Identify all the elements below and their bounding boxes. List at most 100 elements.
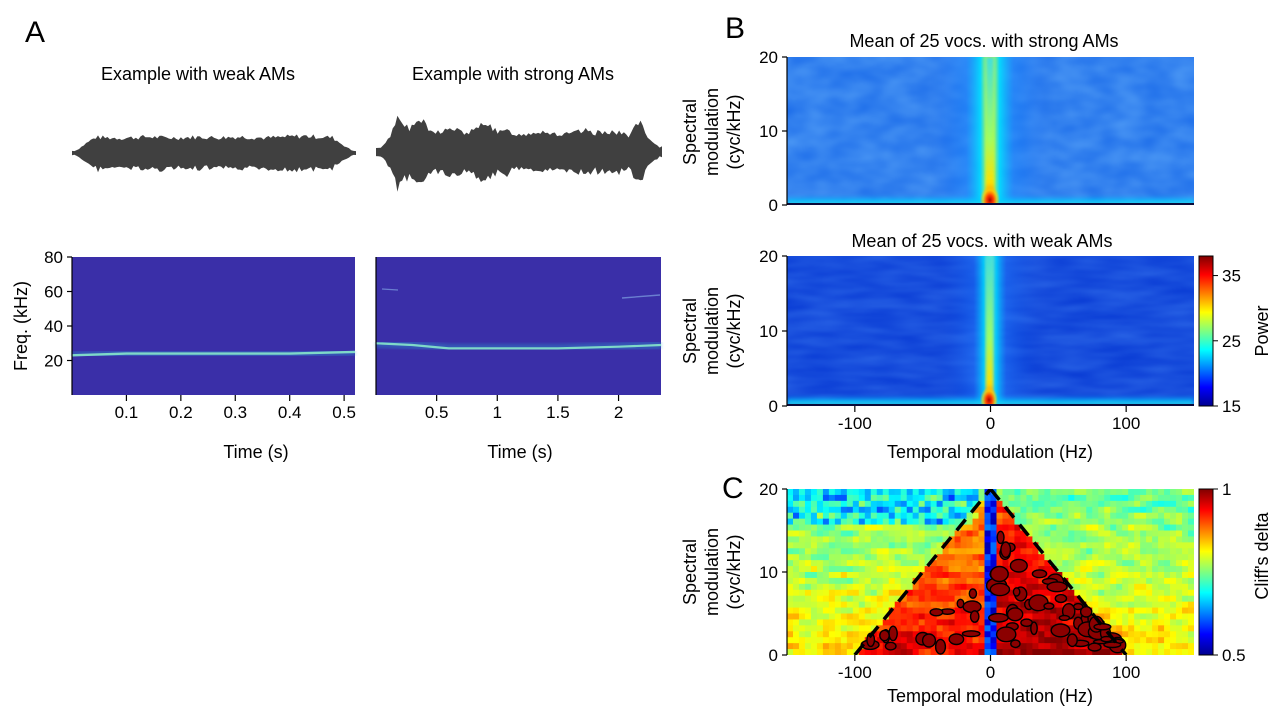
cliffs-delta-cell bbox=[787, 530, 794, 537]
cliffs-delta-cell bbox=[888, 530, 896, 537]
cliffs-delta-cell bbox=[924, 566, 932, 573]
cliffs-delta-cell bbox=[1020, 512, 1027, 520]
cliffs-delta-cell bbox=[966, 524, 973, 531]
cliffs-delta-cell bbox=[882, 500, 890, 508]
cliffs-delta-cell bbox=[1158, 572, 1165, 579]
cliffs-delta-cell bbox=[1056, 518, 1063, 525]
cliffs-delta-cell bbox=[1020, 506, 1027, 514]
cliffs-delta-cell bbox=[1014, 489, 1021, 496]
cliffs-delta-cell bbox=[1068, 649, 1075, 655]
cliffs-delta-cell bbox=[996, 489, 1003, 496]
cliffs-delta-cell bbox=[858, 607, 866, 614]
cliffs-delta-cell bbox=[846, 619, 854, 626]
cliffs-delta-cell bbox=[882, 542, 890, 549]
cliffs-delta-cell bbox=[1086, 554, 1093, 561]
cliffs-delta-contour bbox=[1010, 639, 1021, 649]
cliffs-delta-cell bbox=[1026, 512, 1033, 520]
cliffs-delta-cell bbox=[1128, 601, 1135, 608]
cliffs-delta-cell bbox=[1080, 536, 1087, 543]
cliffs-delta-cell bbox=[828, 566, 836, 573]
cliffs-delta-cell bbox=[1038, 500, 1045, 508]
cliffs-delta-cell bbox=[1104, 589, 1111, 597]
cliffs-delta-cell bbox=[858, 583, 866, 591]
cliffs-delta-cell bbox=[1020, 489, 1027, 496]
cliffs-delta-contour bbox=[1066, 633, 1078, 648]
cliffs-delta-cell bbox=[1038, 506, 1045, 514]
cliffs-delta-cell bbox=[924, 577, 932, 585]
cliffs-delta-cell bbox=[960, 577, 967, 585]
cliffs-delta-cell bbox=[900, 625, 908, 632]
cliffs-delta-cell bbox=[1074, 589, 1081, 597]
cliffs-delta-cell bbox=[900, 548, 908, 555]
cliffs-delta-cell bbox=[870, 489, 878, 496]
cliffs-delta-cell bbox=[1182, 631, 1189, 638]
cliffs-delta-cell bbox=[966, 518, 973, 525]
mps-strong-ylabel-line3: (cyc/kHz) bbox=[724, 95, 744, 170]
cliffs-delta-cell bbox=[1140, 637, 1147, 644]
cliffs-delta-cell bbox=[996, 595, 1003, 603]
cliffs-delta-cell bbox=[1164, 637, 1171, 644]
cliffs-delta-cell bbox=[1182, 554, 1189, 561]
cliffs-delta-cell bbox=[1104, 512, 1111, 520]
cliffs-delta-cell bbox=[1074, 572, 1081, 579]
cliffs-delta-cell bbox=[852, 625, 860, 632]
cliffs-delta-cell bbox=[787, 613, 794, 620]
cliffs-delta-cell bbox=[846, 643, 854, 650]
cliffs-delta-cell bbox=[804, 607, 812, 614]
cliffs-delta-cell bbox=[1122, 530, 1129, 537]
cliffs-delta-cell bbox=[966, 643, 973, 650]
cliffs-delta-cell bbox=[1158, 536, 1165, 543]
cliffs-delta-cell bbox=[1002, 601, 1009, 608]
cliffs-delta-cell bbox=[1092, 542, 1099, 549]
cliffs-delta-cell bbox=[828, 607, 836, 614]
cliffs-delta-cell bbox=[888, 601, 896, 608]
cliffs-delta-cell bbox=[882, 619, 890, 626]
cliffs-delta-cell bbox=[852, 607, 860, 614]
cliffs-delta-cell bbox=[936, 601, 944, 608]
cliffs-delta-cell bbox=[1080, 506, 1087, 514]
cliffs-delta-cell bbox=[942, 637, 950, 644]
cliffs-delta-cell bbox=[1164, 506, 1171, 514]
cliffs-delta-cell bbox=[1176, 589, 1183, 597]
cliffs-delta-cell bbox=[822, 494, 830, 502]
cliffs-delta-cell bbox=[1002, 577, 1009, 585]
cliffs-delta-cell bbox=[1158, 524, 1165, 531]
cliffs-delta-cell bbox=[924, 536, 932, 543]
cliffs-delta-cell bbox=[1044, 572, 1051, 579]
cliffs-delta-cell bbox=[798, 631, 806, 638]
cliffs-delta-cell bbox=[1170, 595, 1177, 603]
cliffs-delta-cell bbox=[1050, 566, 1057, 573]
cliffs-delta-cell bbox=[858, 524, 866, 531]
cliffs-delta-cell bbox=[942, 566, 950, 573]
cliffs-delta-cell bbox=[1134, 566, 1141, 573]
cliffs-delta-cell bbox=[1026, 572, 1033, 579]
cliffs-delta-cell bbox=[930, 530, 938, 537]
mps-weak-hotspot bbox=[980, 387, 998, 406]
cliffs-delta-cell bbox=[870, 613, 878, 620]
cliffs-delta-cell bbox=[996, 607, 1003, 614]
cliffs-delta-cell bbox=[912, 506, 920, 514]
cliffs-delta-cell bbox=[978, 500, 985, 508]
cliffs-delta-cell bbox=[1188, 613, 1194, 620]
cliffs-delta-cell bbox=[912, 595, 920, 603]
cliffs-delta-cell bbox=[1128, 500, 1135, 508]
cliffs-delta-cell bbox=[1002, 649, 1009, 655]
cliffs-delta-cell bbox=[1104, 607, 1111, 614]
cliffs-delta-cell bbox=[936, 577, 944, 585]
cliffs-delta-cell bbox=[846, 554, 854, 561]
cliffs-delta-cell bbox=[1170, 548, 1177, 555]
cliffs-delta-cell bbox=[834, 494, 842, 502]
cliffs-delta-cell bbox=[1170, 566, 1177, 573]
cliffs-delta-cell bbox=[1188, 500, 1194, 508]
cliffs-delta-cell bbox=[787, 518, 794, 525]
cliffs-delta-cell bbox=[1182, 506, 1189, 514]
cliffs-delta-cell bbox=[1152, 637, 1159, 644]
cliffs-delta-cell bbox=[798, 583, 806, 591]
cliffs-delta-cell bbox=[822, 548, 830, 555]
cliffs-delta-cell bbox=[990, 607, 997, 614]
cliffs-delta-cell bbox=[804, 601, 812, 608]
cliffs-delta-cell bbox=[1056, 607, 1063, 614]
cliffs-delta-cell bbox=[1152, 601, 1159, 608]
cliffs-delta-cell bbox=[954, 619, 961, 626]
cliffs-delta-cell bbox=[1098, 560, 1105, 567]
